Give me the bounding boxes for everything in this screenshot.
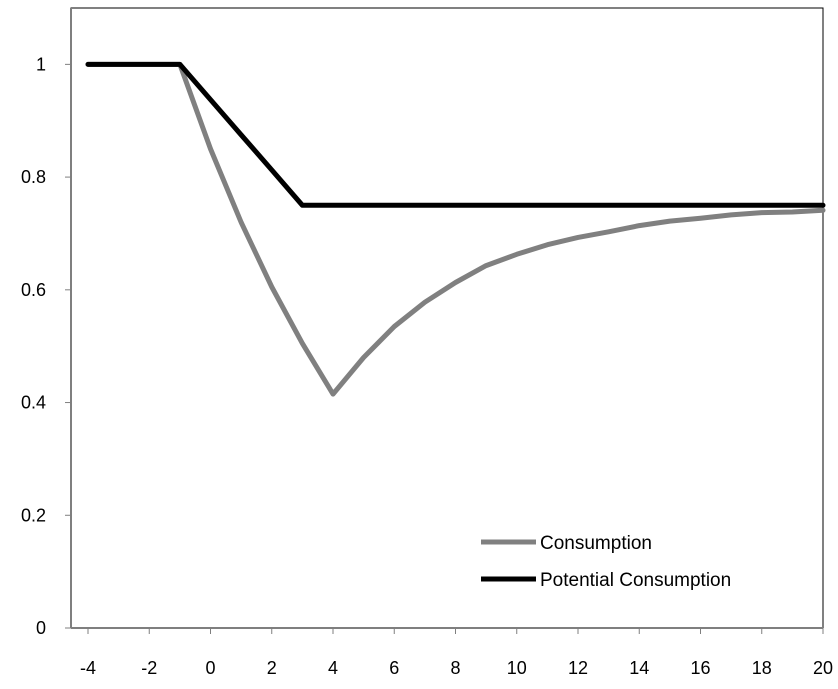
- x-tick-label: 14: [629, 658, 649, 678]
- y-tick-label: 0.8: [21, 167, 46, 187]
- y-axis-ticks: 0 0.2 0.4 0.6 0.8 1: [21, 54, 71, 638]
- x-tick-label: -2: [141, 658, 157, 678]
- x-tick-label: 12: [568, 658, 588, 678]
- x-tick-label: 18: [752, 658, 772, 678]
- axes: [70, 7, 824, 629]
- legend-label-potential-consumption: Potential Consumption: [540, 570, 731, 591]
- x-tick-label: 20: [813, 658, 833, 678]
- y-tick-label: 0: [36, 618, 46, 638]
- x-tick-label: 4: [328, 658, 338, 678]
- x-tick-label: 8: [450, 658, 460, 678]
- plot-frame: [70, 7, 824, 629]
- y-tick-label: 1: [36, 54, 46, 74]
- legend-label-consumption: Consumption: [540, 533, 652, 554]
- x-tick-label: 6: [389, 658, 399, 678]
- legend: Consumption Potential Consumption: [481, 533, 731, 591]
- x-tick-label: -4: [80, 658, 96, 678]
- y-tick-label: 0.6: [21, 280, 46, 300]
- x-tick-label: 0: [205, 658, 215, 678]
- series-line-potential-consumption: [85, 61, 826, 208]
- x-tick-label: 2: [267, 658, 277, 678]
- x-tick-label: 10: [507, 658, 527, 678]
- y-tick-label: 0.2: [21, 505, 46, 525]
- x-tick-label: 16: [690, 658, 710, 678]
- series-line-consumption: [85, 61, 826, 397]
- series-layer: [85, 61, 826, 397]
- x-axis-ticks: -4 -2 0 2 4 6 8 10 12 14 16 18 20: [80, 628, 833, 678]
- y-tick-label: 0.4: [21, 393, 46, 413]
